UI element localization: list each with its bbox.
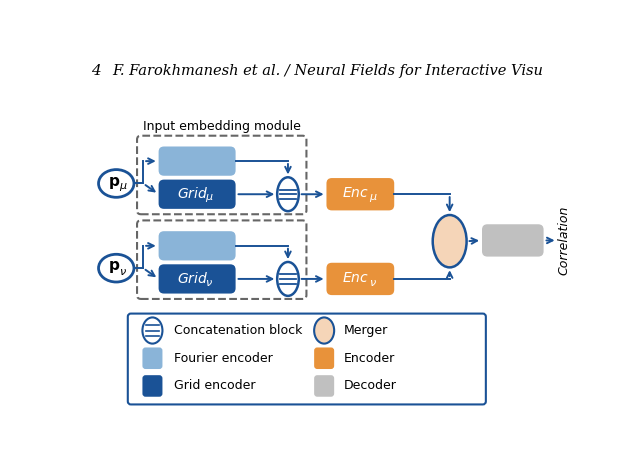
FancyBboxPatch shape [326, 263, 394, 295]
FancyBboxPatch shape [482, 224, 543, 257]
Text: Grid encoder: Grid encoder [174, 379, 255, 392]
Text: $\mu$: $\mu$ [369, 192, 378, 204]
Text: Input embedding module: Input embedding module [143, 120, 301, 133]
FancyBboxPatch shape [143, 347, 163, 369]
Ellipse shape [99, 170, 134, 197]
Text: $\nu$: $\nu$ [205, 278, 213, 288]
Text: $\mathit{Grid}$: $\mathit{Grid}$ [177, 271, 208, 286]
Text: F. Farokhmanesh et al. / Neural Fields for Interactive Visu: F. Farokhmanesh et al. / Neural Fields f… [113, 64, 543, 78]
Text: 4: 4 [91, 64, 100, 78]
FancyBboxPatch shape [314, 347, 334, 369]
Ellipse shape [277, 177, 299, 211]
Ellipse shape [433, 215, 467, 267]
FancyBboxPatch shape [326, 178, 394, 211]
Text: $\nu$: $\nu$ [369, 278, 378, 288]
Text: Concatenation block: Concatenation block [174, 324, 302, 337]
Ellipse shape [277, 262, 299, 296]
FancyBboxPatch shape [159, 231, 236, 260]
Text: Merger: Merger [344, 324, 388, 337]
Text: $\mathbf{p}$: $\mathbf{p}$ [108, 259, 120, 275]
Ellipse shape [99, 254, 134, 282]
Text: Encoder: Encoder [344, 352, 395, 365]
Text: Decoder: Decoder [344, 379, 396, 392]
FancyBboxPatch shape [159, 147, 236, 176]
FancyBboxPatch shape [314, 375, 334, 397]
Ellipse shape [314, 317, 334, 344]
Text: Fourier encoder: Fourier encoder [174, 352, 273, 365]
Text: $\mu$: $\mu$ [205, 192, 214, 204]
FancyBboxPatch shape [128, 313, 486, 405]
Text: $\mathit{Grid}$: $\mathit{Grid}$ [177, 186, 208, 201]
Ellipse shape [143, 317, 163, 344]
FancyBboxPatch shape [159, 264, 236, 294]
Text: $\mathbf{p}$: $\mathbf{p}$ [108, 175, 120, 191]
Text: $\nu$: $\nu$ [119, 267, 127, 277]
FancyBboxPatch shape [159, 180, 236, 209]
FancyBboxPatch shape [143, 375, 163, 397]
Text: Correlation: Correlation [558, 206, 571, 275]
Text: $\mathit{Enc}$: $\mathit{Enc}$ [342, 271, 369, 285]
Text: $\mu$: $\mu$ [119, 181, 127, 193]
Text: $\mathit{Enc}$: $\mathit{Enc}$ [342, 187, 369, 201]
